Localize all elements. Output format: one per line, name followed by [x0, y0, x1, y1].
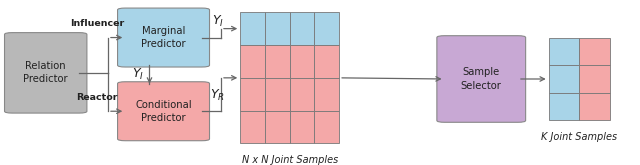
Text: Conditional
Predictor: Conditional Predictor [135, 100, 192, 123]
FancyBboxPatch shape [118, 8, 209, 67]
Bar [240, 111, 265, 144]
Bar [314, 78, 339, 111]
Bar [314, 12, 339, 45]
Text: K Joint Samples: K Joint Samples [541, 132, 618, 142]
Bar [290, 111, 314, 144]
Bar [265, 78, 290, 111]
Text: Relation
Predictor: Relation Predictor [24, 61, 68, 84]
Bar [579, 93, 610, 120]
Bar [265, 45, 290, 78]
Text: Influencer: Influencer [70, 19, 124, 28]
Bar [548, 65, 579, 93]
Bar [290, 45, 314, 78]
Bar [265, 111, 290, 144]
Text: $Y_R$: $Y_R$ [211, 88, 225, 103]
Bar [240, 45, 265, 78]
Bar [548, 38, 579, 65]
FancyBboxPatch shape [4, 33, 87, 113]
FancyBboxPatch shape [437, 36, 525, 122]
Bar [314, 111, 339, 144]
Bar [579, 65, 610, 93]
Text: $Y_I$: $Y_I$ [212, 14, 224, 29]
Bar [265, 12, 290, 45]
Bar [240, 12, 265, 45]
Bar [548, 93, 579, 120]
Bar [290, 12, 314, 45]
Bar [240, 78, 265, 111]
Text: N x N Joint Samples: N x N Joint Samples [241, 155, 338, 165]
Bar [290, 78, 314, 111]
Bar [579, 38, 610, 65]
Text: Marginal
Predictor: Marginal Predictor [141, 26, 186, 49]
FancyBboxPatch shape [118, 82, 209, 141]
Bar [314, 45, 339, 78]
Text: Sample
Selector: Sample Selector [461, 67, 502, 91]
Text: $Y_I$: $Y_I$ [132, 67, 144, 82]
Text: Reactor: Reactor [76, 93, 118, 102]
